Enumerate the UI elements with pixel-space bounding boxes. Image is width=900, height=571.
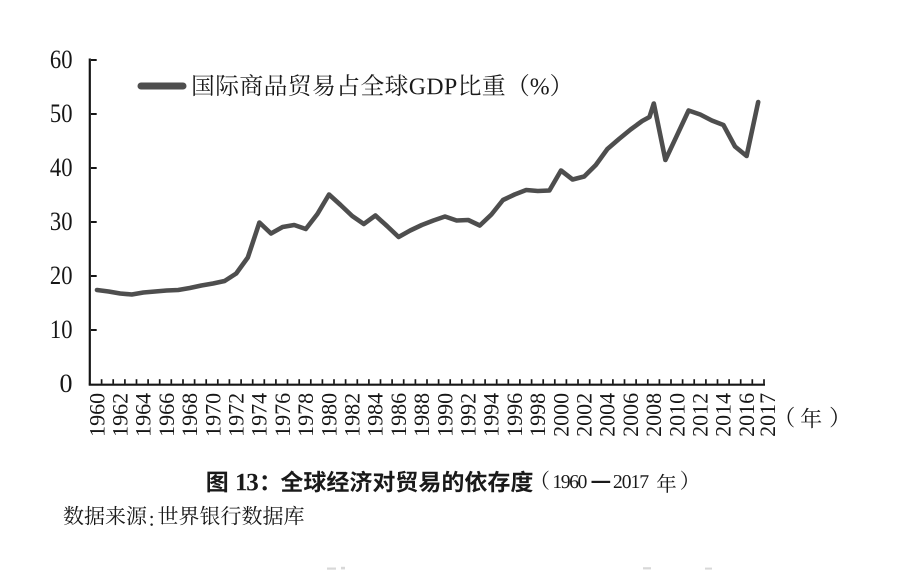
svg-text:2000: 2000 bbox=[548, 393, 573, 437]
svg-text:2002: 2002 bbox=[572, 393, 597, 437]
svg-text:30: 30 bbox=[50, 207, 73, 236]
svg-text:1976: 1976 bbox=[270, 393, 295, 437]
svg-text:1978: 1978 bbox=[293, 393, 318, 437]
svg-text:2006: 2006 bbox=[618, 393, 643, 437]
svg-text:10: 10 bbox=[50, 315, 73, 344]
svg-text:1994: 1994 bbox=[479, 393, 504, 437]
svg-text:50: 50 bbox=[50, 99, 73, 128]
svg-text:1986: 1986 bbox=[386, 393, 411, 437]
svg-text:1970: 1970 bbox=[200, 393, 225, 437]
svg-text:2017: 2017 bbox=[755, 393, 780, 437]
svg-text:1972: 1972 bbox=[224, 393, 249, 437]
svg-text:1982: 1982 bbox=[340, 393, 365, 437]
svg-text:1968: 1968 bbox=[177, 393, 202, 437]
svg-text:0: 0 bbox=[60, 369, 73, 398]
svg-text:40: 40 bbox=[50, 153, 73, 182]
svg-text:1962: 1962 bbox=[108, 393, 133, 437]
svg-text:1964: 1964 bbox=[131, 393, 156, 437]
svg-text:1990: 1990 bbox=[432, 393, 457, 437]
svg-text:60: 60 bbox=[50, 45, 73, 74]
svg-text:2012: 2012 bbox=[688, 393, 713, 437]
svg-text:1974: 1974 bbox=[247, 393, 272, 437]
svg-text:1980: 1980 bbox=[316, 393, 341, 437]
svg-text:1966: 1966 bbox=[154, 393, 179, 437]
svg-text:20: 20 bbox=[50, 261, 73, 290]
svg-text:2014: 2014 bbox=[711, 393, 736, 437]
svg-text:1996: 1996 bbox=[502, 393, 527, 437]
svg-text:2004: 2004 bbox=[595, 393, 620, 437]
svg-text:2008: 2008 bbox=[641, 393, 666, 437]
svg-text:1960: 1960 bbox=[84, 393, 109, 437]
svg-text:2016: 2016 bbox=[734, 393, 759, 437]
svg-text:2010: 2010 bbox=[664, 393, 689, 437]
svg-text:1988: 1988 bbox=[409, 393, 434, 437]
svg-text:1992: 1992 bbox=[456, 393, 481, 437]
svg-text:1998: 1998 bbox=[525, 393, 550, 437]
svg-text:1984: 1984 bbox=[363, 393, 388, 437]
